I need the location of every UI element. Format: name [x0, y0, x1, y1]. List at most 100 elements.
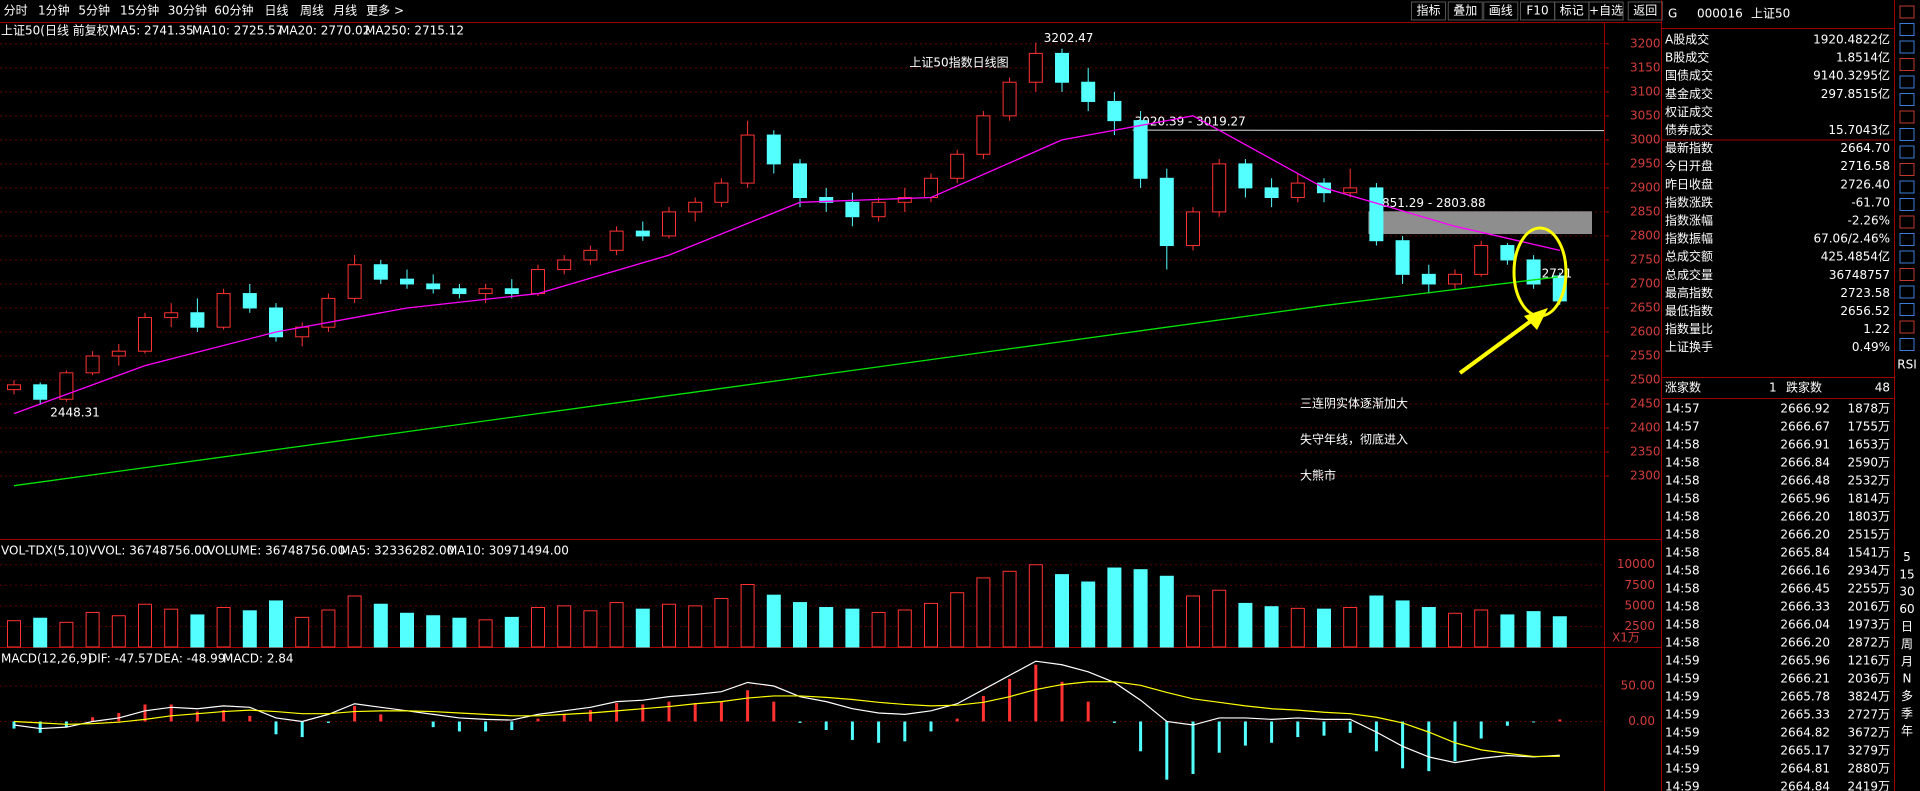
sidebar-icon[interactable] — [1899, 338, 1915, 351]
tick-price: 2665.96 — [1780, 492, 1830, 506]
sidebar-label[interactable]: 5 — [1903, 550, 1911, 564]
tick-time: 14:58 — [1665, 600, 1700, 614]
sidebar-label[interactable]: 15 — [1899, 567, 1914, 581]
toolbar-tab[interactable]: 5分钟 — [78, 3, 110, 18]
tick-price: 2666.16 — [1780, 564, 1830, 578]
y-tick-label: 2550 — [1630, 349, 1661, 363]
sidebar-label[interactable]: 日 — [1901, 620, 1913, 634]
sidebar-icon[interactable] — [1899, 198, 1915, 211]
toolbar-tab[interactable]: 日线 — [264, 4, 288, 18]
toolbar-button-label[interactable]: 叠加 — [1453, 4, 1477, 18]
toolbar-tab[interactable]: 15分钟 — [120, 3, 159, 18]
sidebar-icon[interactable] — [1899, 75, 1915, 89]
quote-value: 2723.58 — [1840, 286, 1890, 300]
tick-time: 14:59 — [1665, 726, 1700, 740]
sidebar-label[interactable]: RSI — [1897, 358, 1917, 372]
tick-price: 2664.84 — [1780, 780, 1830, 791]
toolbar-tab[interactable]: 60分钟 — [214, 3, 253, 18]
sidebar-icon[interactable] — [1899, 268, 1915, 281]
volume-bar — [1369, 595, 1384, 648]
tick-volume: 2419万 — [1847, 780, 1890, 791]
y-tick-label: 3150 — [1630, 60, 1661, 74]
candle-body — [1421, 273, 1436, 285]
tick-price: 2665.96 — [1780, 654, 1830, 668]
sidebar-label[interactable]: 年 — [1901, 724, 1913, 738]
tick-price: 2666.91 — [1780, 438, 1830, 452]
candle-body — [1369, 187, 1384, 242]
indicator-header: MA250: 2715.12 — [365, 24, 464, 38]
sidebar-label[interactable]: N — [1903, 672, 1912, 686]
toolbar-button-label[interactable]: 返回 — [1633, 4, 1657, 18]
toolbar-button-label[interactable]: 画线 — [1489, 4, 1513, 18]
candle-body — [662, 211, 676, 237]
sidebar-label[interactable]: 多 — [1901, 689, 1913, 703]
sidebar-icon[interactable] — [1899, 180, 1915, 194]
y-tick-label: 3200 — [1630, 36, 1661, 50]
sidebar-icon[interactable] — [1899, 23, 1915, 36]
toolbar-button[interactable] — [1483, 1, 1519, 21]
sidebar-icon[interactable] — [1899, 93, 1915, 106]
tick-volume: 3672万 — [1847, 726, 1890, 740]
toolbar-button[interactable] — [1627, 1, 1663, 21]
tick-volume: 2016万 — [1847, 600, 1890, 614]
toolbar-button[interactable] — [1447, 1, 1483, 21]
quote-label: 指数涨幅 — [1665, 213, 1713, 228]
candle-body — [164, 312, 179, 319]
sidebar-label[interactable]: 季 — [1901, 707, 1913, 721]
candle-body — [504, 288, 519, 295]
y-tick-label: 50.00 — [1621, 679, 1655, 693]
sidebar-icon[interactable] — [1899, 110, 1915, 124]
tick-volume: 2880万 — [1847, 762, 1890, 776]
sidebar-label[interactable]: 30 — [1899, 585, 1914, 599]
toolbar-button-label[interactable]: F10 — [1526, 4, 1548, 18]
tick-time: 14:58 — [1665, 618, 1700, 632]
volume-bar — [976, 577, 991, 648]
volume-bar — [452, 617, 467, 648]
volume-bar — [897, 609, 912, 648]
toolbar-tab[interactable]: 周线 — [300, 4, 324, 18]
candle-body — [976, 115, 991, 155]
sidebar-icon[interactable] — [1899, 163, 1915, 176]
indicator-header: VOL-TDX(5,10) — [1, 544, 89, 558]
sidebar-icon[interactable] — [1899, 250, 1915, 264]
sidebar-label[interactable]: 60 — [1899, 602, 1914, 616]
sidebar-icon[interactable] — [1899, 215, 1915, 229]
sidebar-icon[interactable] — [1899, 145, 1915, 159]
candle-body — [216, 293, 231, 328]
sidebar-icon[interactable] — [1899, 128, 1915, 141]
sidebar-label[interactable]: 周 — [1901, 637, 1913, 651]
sidebar-icon[interactable] — [1899, 320, 1915, 334]
tick-volume: 2532万 — [1847, 474, 1890, 488]
toolbar-tab[interactable]: 1分钟 — [38, 3, 70, 18]
toolbar-tab[interactable]: 30分钟 — [168, 3, 207, 18]
sidebar-icon[interactable] — [1899, 285, 1915, 299]
toolbar-tab[interactable]: 月线 — [333, 4, 357, 18]
sidebar-label[interactable]: 月 — [1901, 654, 1913, 668]
quote-label: 最低指数 — [1665, 303, 1713, 318]
y-tick-label: 5000 — [1624, 598, 1655, 612]
quote-value: 2726.40 — [1840, 177, 1890, 191]
toolbar-button[interactable] — [1411, 1, 1447, 21]
tick-price: 2665.78 — [1780, 690, 1830, 704]
candle-body — [1395, 240, 1410, 275]
toolbar-button-label[interactable]: 指标 — [1417, 3, 1441, 18]
y-tick-label: 2950 — [1630, 156, 1661, 170]
indicator-header: VOLUME: 36748756.00 — [207, 544, 345, 558]
y-tick-label: 2850 — [1630, 204, 1661, 218]
sidebar-icon[interactable] — [1899, 40, 1915, 54]
volume-bar — [216, 607, 231, 648]
toolbar-tab[interactable]: 更多 > — [366, 4, 404, 18]
candle-body — [59, 372, 74, 400]
toolbar-button-label[interactable]: +自选 — [1589, 4, 1623, 18]
toolbar-button[interactable] — [1588, 1, 1624, 21]
toolbar-button-label[interactable]: 标记 — [1560, 4, 1584, 18]
sidebar-icon[interactable] — [1899, 58, 1915, 71]
sidebar-icon[interactable] — [1899, 233, 1915, 246]
quote-value: 2716.58 — [1840, 159, 1890, 173]
tick-volume: 2036万 — [1847, 672, 1890, 686]
tick-volume: 1814万 — [1847, 492, 1890, 506]
tick-time: 14:59 — [1665, 762, 1700, 776]
sidebar-icon[interactable] — [1899, 303, 1915, 316]
toolbar-tab[interactable]: 分时 — [4, 4, 28, 18]
sidebar-icon[interactable] — [1899, 5, 1915, 19]
